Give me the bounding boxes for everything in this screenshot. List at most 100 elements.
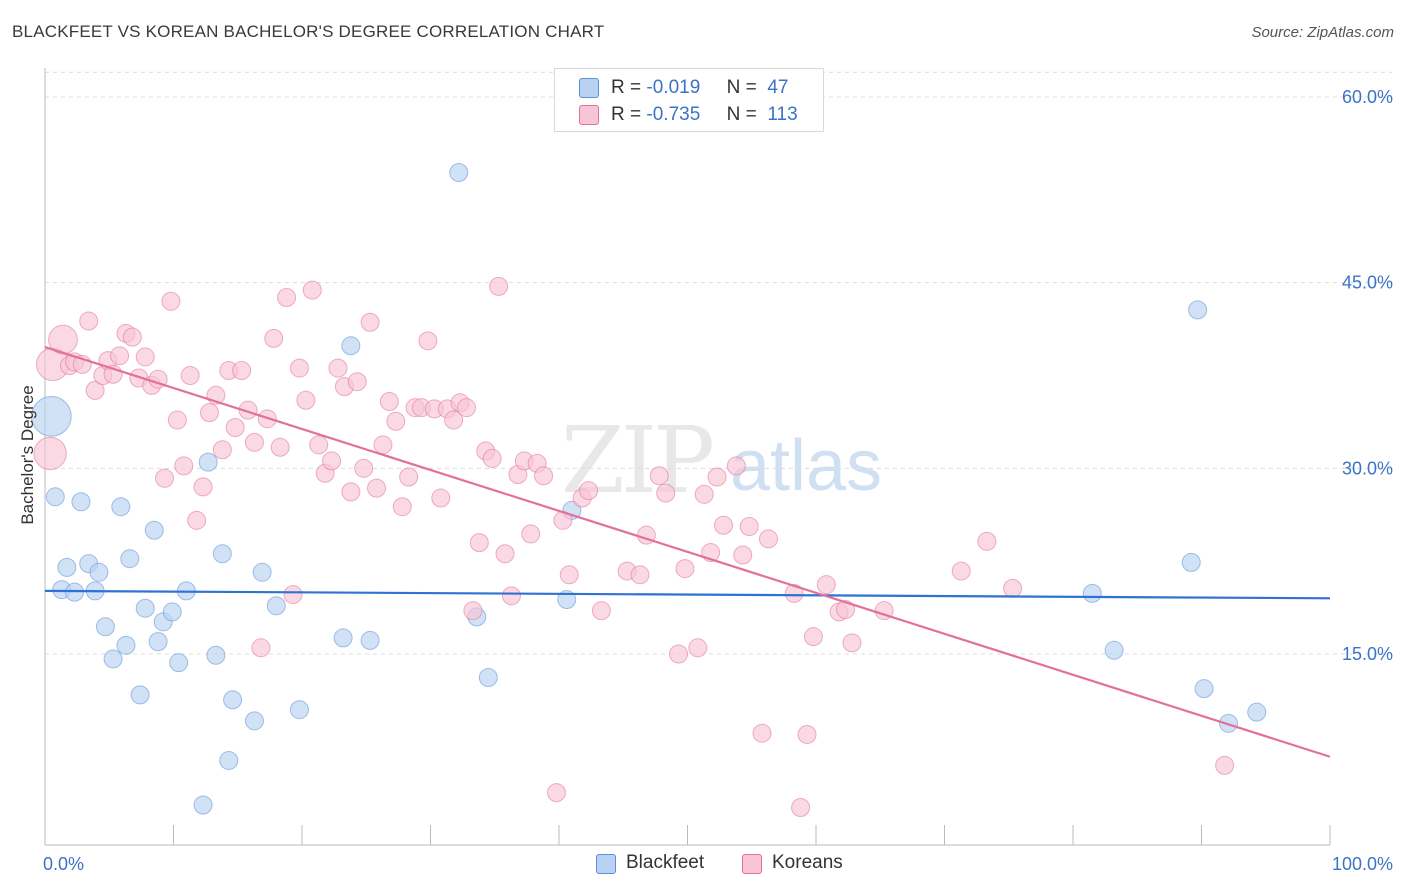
koreans-point [289, 358, 309, 378]
blackfeet-point [212, 544, 232, 564]
blackfeet-point [360, 630, 380, 650]
koreans-point [110, 346, 130, 366]
koreans-point [713, 515, 733, 535]
koreans-point [135, 347, 155, 367]
koreans-n-label: N = [726, 104, 757, 125]
koreans-point [649, 466, 669, 486]
y-tick-label: 30.0% [1342, 458, 1393, 478]
koreans-point [373, 435, 393, 455]
koreans-point [694, 484, 714, 504]
koreans-point [328, 358, 348, 378]
koreans-point [1215, 755, 1235, 775]
koreans-point [482, 448, 502, 468]
blackfeet-point [1181, 552, 1201, 572]
koreans-point [784, 583, 804, 603]
blackfeet-point [289, 700, 309, 720]
blackfeet-point [111, 497, 131, 517]
bottom-koreans-label: Koreans [772, 852, 843, 873]
blackfeet-point [103, 649, 123, 669]
blackfeet-point [266, 596, 286, 616]
blackfeet-point [95, 617, 115, 637]
koreans-point [264, 328, 284, 348]
koreans-point [193, 477, 213, 497]
blackfeet-point [557, 590, 577, 610]
koreans-point [399, 467, 419, 487]
koreans-point [630, 565, 650, 585]
koreans-point [155, 468, 175, 488]
koreans-point [212, 440, 232, 460]
koreans-point [296, 390, 316, 410]
koreans-point [803, 627, 823, 647]
koreans-point [797, 724, 817, 744]
koreans-point [367, 478, 387, 498]
koreans-point [199, 403, 219, 423]
blackfeet-point [120, 549, 140, 569]
koreans-point [379, 391, 399, 411]
source-credit: Source: ZipAtlas.com [1251, 24, 1394, 41]
koreans-point [489, 276, 509, 296]
blackfeet-point [1247, 702, 1267, 722]
blackfeet-point [223, 690, 243, 710]
koreans-point [791, 797, 811, 817]
koreans-point [977, 531, 997, 551]
koreans-point [733, 545, 753, 565]
blackfeet-r-label: R = [611, 77, 642, 98]
koreans-point [495, 544, 515, 564]
blackfeet-n-label: N = [726, 77, 757, 98]
koreans-point [521, 524, 541, 544]
koreans-point [251, 638, 271, 658]
blackfeet-point [89, 562, 109, 582]
koreans-point [347, 372, 367, 392]
koreans-point [302, 280, 322, 300]
blackfeet-point [116, 635, 136, 655]
blackfeet-point [198, 452, 218, 472]
koreans-point [225, 417, 245, 437]
blackfeet-point [144, 520, 164, 540]
koreans-point [534, 466, 554, 486]
koreans-point [591, 601, 611, 621]
koreans-swatch [579, 105, 599, 125]
koreans-point [951, 561, 971, 581]
blackfeet-point [478, 668, 498, 688]
blackfeet-point [135, 598, 155, 618]
koreans-point [322, 451, 342, 471]
koreans-point [456, 398, 476, 418]
koreans-point [444, 410, 464, 430]
koreans-point [726, 456, 746, 476]
koreans-point [232, 361, 252, 381]
koreans-point [1003, 578, 1023, 598]
koreans-point [752, 723, 772, 743]
blackfeet-point [45, 487, 65, 507]
bottom-blackfeet-swatch [596, 854, 616, 874]
koreans-point [180, 366, 200, 385]
blackfeet-point [449, 163, 469, 183]
blackfeet-point [1194, 679, 1214, 699]
koreans-point [469, 533, 489, 553]
x-tick-label: 0.0% [43, 854, 84, 874]
koreans-point [244, 432, 264, 452]
blackfeet-point [252, 562, 272, 582]
watermark: ZIP atlas [561, 407, 882, 514]
koreans-point [270, 437, 290, 457]
koreans-point [431, 488, 451, 508]
koreans-point [675, 559, 695, 579]
blackfeet-point [130, 685, 150, 705]
koreans-points [33, 276, 1235, 817]
koreans-trend-line [44, 345, 1331, 758]
koreans-point [559, 565, 579, 585]
koreans-point [758, 529, 778, 549]
koreans-point [360, 312, 380, 332]
koreans-point [238, 400, 258, 420]
koreans-point [187, 510, 207, 530]
koreans-n-value: 113 [767, 104, 798, 125]
koreans-r-value: -0.735 [646, 104, 701, 125]
koreans-point [85, 380, 105, 400]
koreans-point [739, 517, 759, 537]
koreans-point [309, 435, 329, 455]
koreans-point [669, 644, 689, 664]
koreans-point [79, 311, 99, 331]
blackfeet-point [206, 645, 226, 665]
x-tick-label: 100.0% [1332, 854, 1393, 874]
koreans-point [656, 483, 676, 503]
